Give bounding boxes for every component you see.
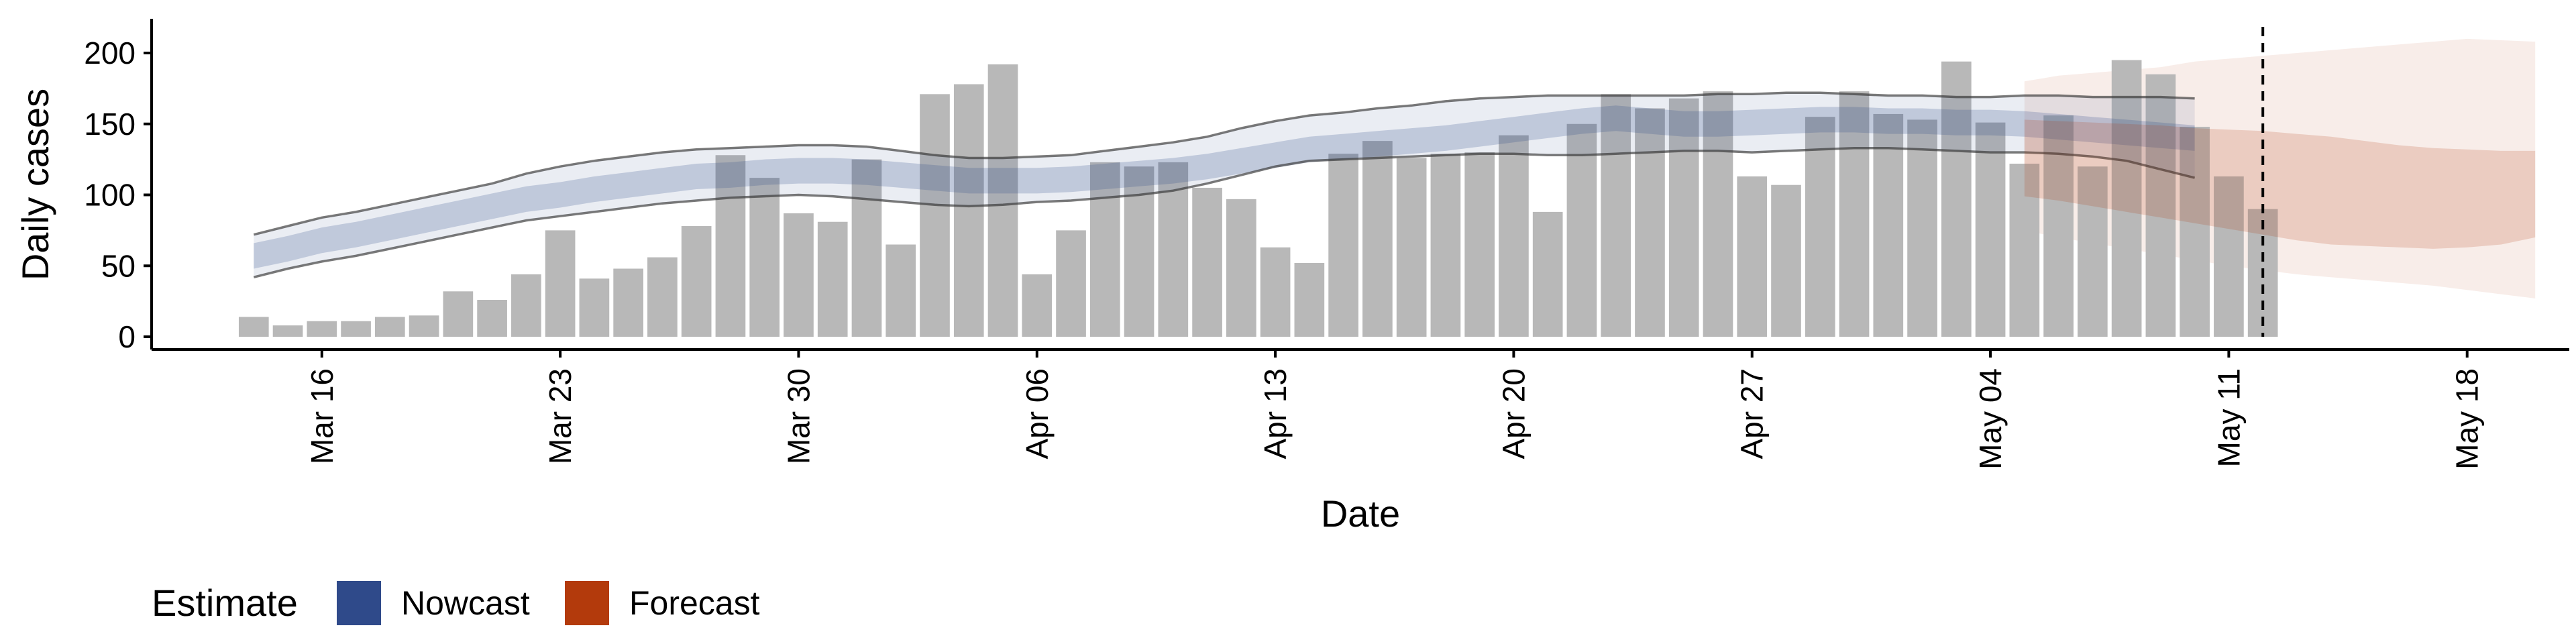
nowcast-inner-band: [254, 105, 2195, 269]
bar: [885, 244, 916, 337]
forecast-inner-band-group: [2024, 119, 2536, 249]
bar: [409, 315, 439, 337]
bar: [374, 317, 405, 337]
x-tick-label: May 18: [2450, 368, 2485, 470]
x-axis-title: Date: [1321, 492, 1400, 535]
bar: [851, 159, 882, 337]
bar: [1873, 113, 1904, 337]
bar: [1737, 176, 1768, 337]
x-tick-label: Apr 06: [1020, 368, 1055, 460]
x-tick-label: Mar 16: [305, 368, 339, 464]
bar: [1635, 108, 1665, 337]
nowcast-group: [253, 91, 2196, 278]
bar: [1499, 135, 1529, 337]
bar: [681, 226, 712, 337]
forecast-inner-band: [2024, 119, 2536, 249]
y-tick-label: 200: [84, 36, 136, 70]
bar: [987, 64, 1018, 337]
y-axis-title: Daily cases: [14, 89, 56, 280]
x-tick-label: May 11: [2211, 368, 2246, 467]
legend-swatch-nowcast: [337, 581, 381, 625]
bar: [613, 268, 643, 337]
bars-group: [238, 60, 2278, 337]
x-tick-label: Mar 30: [782, 368, 816, 464]
bar: [579, 278, 610, 337]
bar: [477, 300, 507, 337]
y-tick-label: 0: [118, 319, 136, 354]
bar: [784, 213, 814, 337]
bar: [1056, 230, 1086, 337]
x-tick-label: Mar 23: [543, 368, 578, 464]
bar: [647, 257, 678, 337]
x-ticks: Mar 16 Mar 23 Mar 30 Apr 06 Apr 13 Apr 20 Apr …: [305, 350, 2485, 470]
bar: [511, 274, 541, 337]
bar: [272, 325, 303, 337]
y-axis: 0 50 100 150 200 Daily cases: [14, 19, 153, 354]
bar: [238, 317, 269, 337]
bar: [1362, 141, 1393, 337]
legend: Estimate Nowcast Forecast: [152, 581, 760, 625]
bar: [1601, 94, 1631, 337]
plot-area: [238, 27, 2536, 337]
x-tick-label: Apr 20: [1496, 368, 1531, 460]
bar: [1464, 152, 1495, 337]
bar: [1771, 184, 1801, 337]
y-tick-label: 100: [84, 178, 136, 213]
y-tick-label: 50: [101, 248, 136, 283]
bar: [1430, 154, 1461, 337]
bar: [920, 94, 950, 337]
bar: [2009, 163, 2040, 337]
bar: [1907, 119, 1937, 337]
x-tick-label: Apr 13: [1258, 368, 1293, 460]
bar: [2214, 176, 2244, 337]
nowcast-lower-bound-line: [253, 146, 2196, 278]
y-ticks: 0 50 100 150 200: [84, 36, 152, 354]
bar: [2180, 126, 2210, 337]
x-tick-label: May 04: [1973, 368, 2008, 470]
x-axis: Mar 16 Mar 23 Mar 30 Apr 06 Apr 13 Apr 20 Apr …: [152, 348, 2569, 535]
bar: [953, 84, 984, 337]
x-tick-label: Apr 27: [1735, 368, 1770, 460]
y-tick-label: 150: [84, 107, 136, 142]
legend-title: Estimate: [152, 582, 298, 624]
bar: [1532, 211, 1563, 337]
bar: [341, 321, 371, 337]
bar: [1226, 199, 1256, 337]
bar: [749, 178, 780, 337]
bar: [1294, 263, 1325, 337]
legend-label-forecast: Forecast: [629, 584, 760, 622]
bar: [817, 221, 848, 337]
bar: [1396, 158, 1427, 337]
bar: [715, 155, 746, 337]
nowcast-outer-band: [254, 93, 2195, 278]
bar: [1192, 187, 1222, 337]
bar: [1089, 162, 1120, 337]
bar: [2078, 166, 2108, 337]
bar: [1328, 154, 1358, 337]
bar: [1566, 123, 1597, 337]
bar: [307, 321, 337, 337]
bar: [1703, 91, 1733, 337]
bar: [545, 230, 576, 337]
bar: [2145, 74, 2176, 337]
bar: [1668, 98, 1699, 337]
bar: [1022, 274, 1053, 337]
bar: [1839, 91, 1870, 337]
bar: [443, 291, 474, 337]
bar: [2111, 60, 2142, 337]
legend-swatch-forecast: [565, 581, 609, 625]
bar: [1941, 61, 1972, 337]
bar: [1805, 117, 1835, 337]
legend-label-nowcast: Nowcast: [401, 584, 530, 622]
bar: [1975, 122, 2006, 337]
bar: [1260, 247, 1291, 337]
nowcast-upper-bound-line: [253, 91, 2195, 236]
